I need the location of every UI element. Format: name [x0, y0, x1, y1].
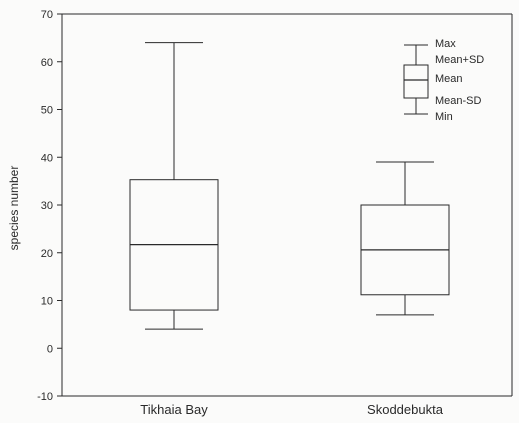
legend-label-mean-plus-sd: Mean+SD [435, 54, 484, 66]
box-1 [129, 42, 219, 330]
y-tick-label: 40 [41, 152, 53, 164]
x-category-label: Skoddebukta [367, 402, 444, 417]
box-2 [360, 161, 450, 316]
y-tick-label: 70 [41, 9, 53, 21]
y-tick-label: 50 [41, 105, 53, 117]
y-axis-label: species number [7, 166, 21, 251]
y-ticks: -10 0 10 20 30 40 50 60 70 [37, 9, 62, 403]
legend-label-mean-minus-sd: Mean-SD [435, 95, 482, 107]
legend-label-mean: Mean [435, 73, 463, 85]
y-tick-label: 20 [41, 248, 53, 260]
legend: Max Mean+SD Mean Mean-SD Min [403, 38, 484, 123]
y-tick-label: 60 [41, 57, 53, 69]
y-tick-label: 30 [41, 200, 53, 212]
y-tick-label: 10 [41, 296, 53, 308]
legend-label-min: Min [435, 111, 453, 123]
x-category-labels: Tikhaia Bay Skoddebukta [140, 402, 443, 417]
legend-box [403, 64, 429, 99]
legend-label-max: Max [435, 38, 456, 50]
y-tick-label: 0 [47, 343, 53, 355]
x-category-label: Tikhaia Bay [140, 402, 208, 417]
boxes [129, 42, 450, 330]
y-tick-label: -10 [37, 391, 53, 403]
